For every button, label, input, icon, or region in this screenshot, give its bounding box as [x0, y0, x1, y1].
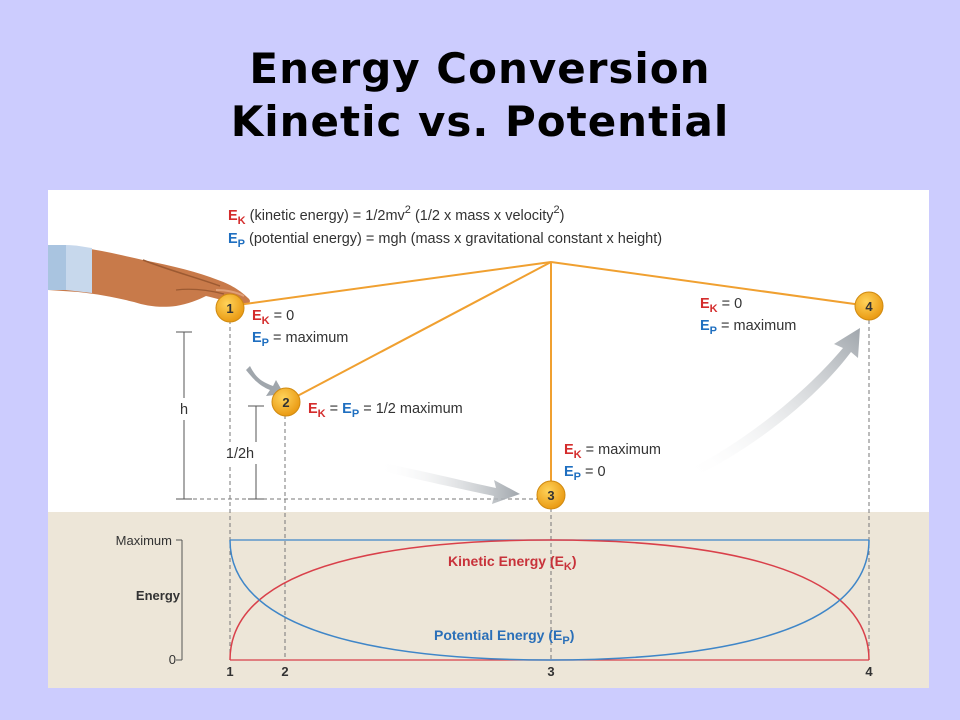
ball-3: 3: [536, 480, 566, 510]
ball-1: 1: [215, 293, 245, 323]
kinetic-curve: [229, 539, 870, 661]
x-tick-2: 2: [281, 664, 288, 679]
title-line-1: Energy Conversion: [249, 44, 711, 93]
arrow-3-to-4: [688, 328, 860, 478]
legend-kinetic: EK (kinetic energy) = 1/2mv2 (1/2 x mass…: [228, 204, 565, 227]
svg-text:EP = maximum: EP = maximum: [252, 330, 348, 349]
x-tick-4: 4: [865, 664, 873, 679]
height-half-label: 1/2h: [226, 446, 254, 462]
svg-text:EK = 0: EK = 0: [252, 308, 294, 327]
y-max-label: Maximum: [116, 533, 172, 548]
energy-graph: Maximum Energy 0 Kinetic Energy (EK) Pot…: [116, 533, 874, 679]
legend-potential: EP (potential energy) = mgh (mass x grav…: [228, 231, 662, 250]
svg-text:EP = maximum: EP = maximum: [700, 318, 796, 337]
height-h-label: h: [180, 402, 188, 418]
svg-text:EK = EP = 1/2 maximum: EK = EP = 1/2 maximum: [308, 401, 463, 420]
svg-text:4: 4: [865, 299, 873, 314]
ball-4: 4: [854, 291, 884, 321]
slide-title: Energy Conversion Kinetic vs. Potential: [0, 42, 960, 148]
graph-background: [48, 512, 929, 688]
string-4: [550, 261, 870, 307]
x-tick-1: 1: [226, 664, 233, 679]
guide-lines: [186, 320, 870, 660]
svg-text:EK = 0: EK = 0: [700, 296, 742, 315]
string-1: [229, 261, 552, 307]
svg-text:2: 2: [282, 395, 289, 410]
potential-curve-label: Potential Energy (EP): [434, 627, 574, 647]
position-1-labels: EK = 0 EP = maximum: [252, 308, 348, 349]
y-axis-label: Energy: [136, 588, 181, 603]
title-line-2: Kinetic vs. Potential: [230, 97, 730, 146]
svg-text:3: 3: [547, 488, 554, 503]
svg-text:1: 1: [226, 301, 233, 316]
hand-icon: [48, 245, 250, 307]
svg-text:EK = maximum: EK = maximum: [564, 442, 661, 461]
x-tick-3: 3: [547, 664, 554, 679]
ball-2: 2: [271, 387, 301, 417]
pendulum-figure: h 1/2h 1 2 3 4 EK (kinetic energy) = 1/2…: [48, 190, 929, 688]
svg-text:EP = 0: EP = 0: [564, 464, 606, 483]
pendulum-diagram: h 1/2h 1 2 3 4 EK (kinetic energy) = 1/2…: [48, 204, 929, 688]
position-4-labels: EK = 0 EP = maximum: [700, 296, 796, 337]
position-2-labels: EK = EP = 1/2 maximum: [308, 401, 463, 420]
arrow-1-to-2: [246, 366, 284, 396]
y-zero-label: 0: [169, 652, 176, 667]
pendulum-strings: [229, 261, 870, 494]
potential-curve: [229, 539, 870, 661]
arrow-2-to-3: [378, 462, 520, 504]
position-3-labels: EK = maximum EP = 0: [564, 442, 661, 483]
string-2: [285, 261, 552, 403]
kinetic-curve-label: Kinetic Energy (EK): [448, 553, 577, 573]
